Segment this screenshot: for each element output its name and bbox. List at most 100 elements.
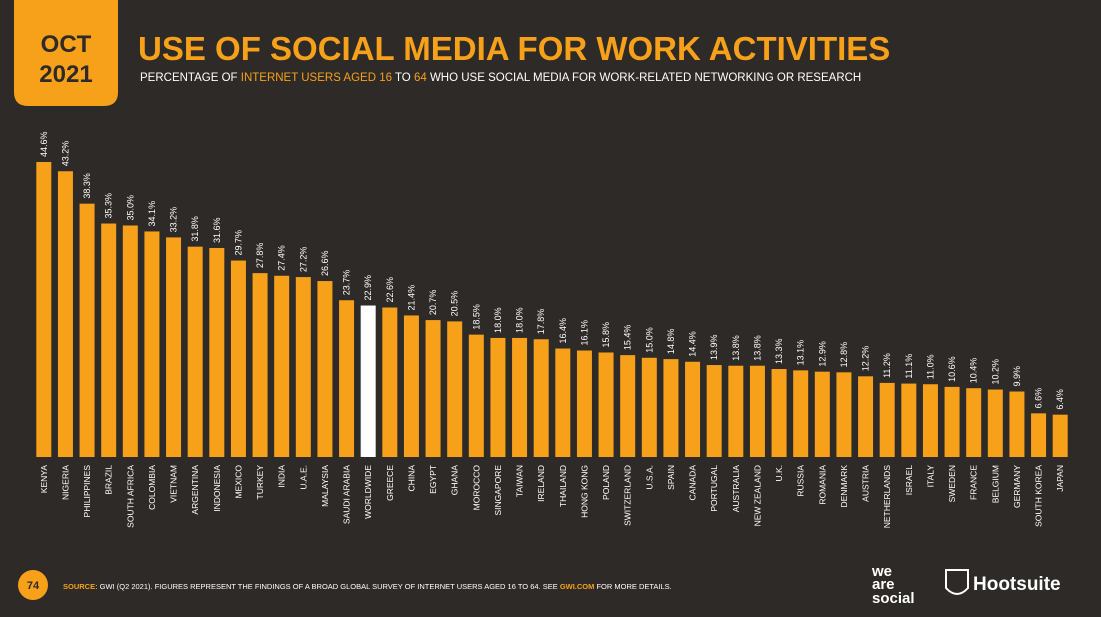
bar [598,352,614,457]
x-tick-label: PORTUGAL [709,465,719,512]
x-tick-label: RUSSIA [796,465,806,497]
subtitle-part: WHO USE SOCIAL MEDIA FOR WORK-RELATED NE… [427,72,861,84]
bar [771,369,787,457]
bar [793,370,809,457]
x-tick-label: U.S.A. [644,465,654,490]
bar [79,203,95,457]
bar [187,246,203,457]
value-label: 6.6% [1034,388,1044,409]
bar [339,300,355,457]
bar [555,348,571,457]
bar [447,321,463,457]
bar [512,337,528,457]
bar [858,376,874,457]
bar [944,386,960,457]
value-label: 21.4% [406,285,416,311]
bar [57,171,73,458]
value-label: 14.8% [666,329,676,355]
value-label: 15.0% [644,327,654,353]
x-tick-label: WORLDWIDE [363,465,373,519]
value-label: 35.3% [104,193,114,219]
source: SOURCE: GWI (Q2 2021). FIGURES REPRESENT… [63,582,672,591]
value-label: 35.0% [125,195,135,221]
logo-text: social [872,590,915,607]
x-tick-label: BRAZIL [104,465,114,495]
subtitle-part: 64 [414,72,427,84]
bar [382,307,398,457]
logo-text: Hootsuite [973,574,1061,595]
x-tick-label: ARGENTINA [190,465,200,515]
value-label: 18.5% [471,304,481,330]
hootsuite-icon [945,569,969,595]
value-label: 14.4% [688,331,698,357]
value-label: 33.2% [169,207,179,233]
value-label: 13.9% [709,335,719,361]
source-text: FOR MORE DETAILS. [594,582,671,591]
bar [274,275,290,457]
bar [922,384,938,457]
badge-year: 2021 [39,61,92,88]
x-tick-label: CANADA [688,465,698,501]
value-label: 27.8% [255,243,265,269]
x-tick-label: MOROCCO [471,465,481,511]
bar [966,388,982,457]
source-text: GWI (Q2 2021). FIGURES REPRESENT THE FIN… [98,582,560,591]
value-label: 13.8% [731,335,741,361]
bar [836,372,852,457]
value-label: 18.0% [493,307,503,333]
x-tick-label: SINGAPORE [493,465,503,516]
bar [166,237,182,457]
bar [879,382,895,457]
bar [901,383,917,457]
bar [403,315,419,457]
x-tick-label: U.K. [774,465,784,482]
bar [468,334,484,457]
x-tick-label: SPAIN [666,465,676,490]
x-tick-label: GHANA [450,465,460,496]
value-label: 11.1% [904,354,914,379]
value-label: 27.4% [277,245,287,271]
page-number: 74 [27,580,40,592]
x-tick-label: JAPAN [1055,465,1065,492]
date-badge [14,0,118,106]
value-label: 23.7% [342,270,352,296]
bar [1009,391,1025,457]
x-tick-label: AUSTRALIA [731,465,741,513]
x-tick-label: NETHERLANDS [882,465,892,529]
badge-month: OCT [41,31,92,58]
bar [230,260,246,457]
bar [728,365,744,457]
bar [425,320,441,457]
x-tick-label: PHILIPPINES [82,465,92,518]
x-tick-label: U.A.E. [298,465,308,490]
bar [122,225,138,457]
subtitle-part: PERCENTAGE OF [140,72,241,84]
value-label: 27.2% [298,247,308,273]
x-tick-label: NIGERIA [60,465,70,500]
bar [360,305,376,457]
x-tick-label: SOUTH KOREA [1034,465,1044,527]
bar [706,365,722,457]
value-label: 20.5% [450,291,460,317]
plot: KENYA 44.6% NIGERIA 43.2% PHILIPPINES 38.3% BR… [36,131,1068,529]
chart-title: USE OF SOCIAL MEDIA FOR WORK ACTIVITIES [138,30,890,67]
value-label: 10.6% [947,356,957,382]
x-tick-label: TURKEY [255,465,265,500]
value-label: 43.2% [60,141,70,167]
x-tick-label: ROMANIA [817,465,827,505]
bar [144,231,160,457]
value-label: 20.7% [428,290,438,316]
value-label: 22.9% [363,275,373,301]
value-label: 13.1% [796,340,806,366]
value-label: 18.0% [515,307,525,333]
bar [252,273,268,457]
logo-text: are [872,576,895,593]
value-label: 26.6% [320,251,330,277]
x-tick-label: BELGIUM [990,465,1000,503]
x-tick-label: CHINA [406,465,416,492]
x-tick-label: GREECE [385,465,395,501]
x-tick-label: THAILAND [558,465,568,507]
x-tick-label: MEXICO [233,465,243,499]
